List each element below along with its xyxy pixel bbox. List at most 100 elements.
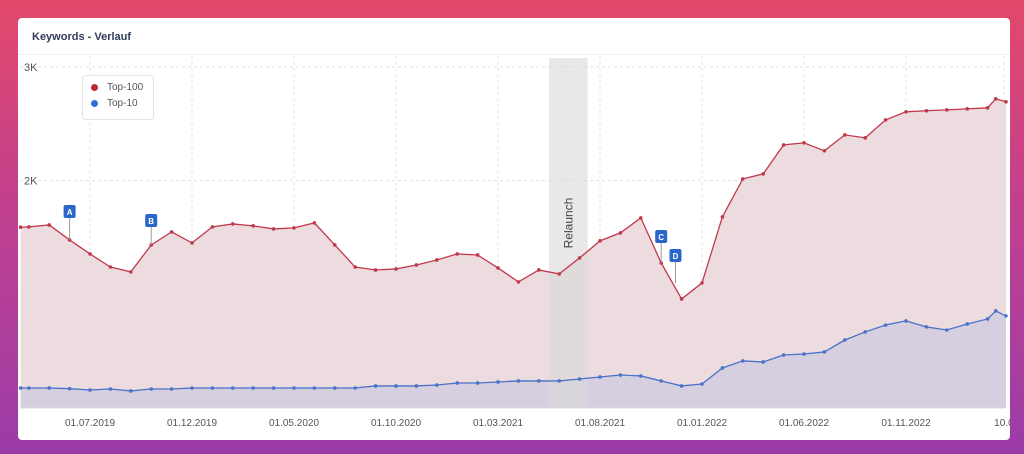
- data-point: [373, 384, 378, 388]
- annotation-flag-c: [655, 230, 668, 243]
- relaunch-band: [549, 58, 588, 408]
- data-point: [822, 350, 827, 354]
- data-point: [598, 375, 602, 379]
- data-point: [394, 267, 398, 271]
- data-point: [1004, 314, 1008, 318]
- data-point: [639, 216, 643, 220]
- data-point: [904, 110, 908, 114]
- data-point: [1004, 100, 1008, 104]
- annotation-flag-b: [145, 214, 158, 227]
- data-point: [802, 141, 806, 145]
- data-point: [843, 133, 847, 137]
- x-tick-label: 01.12.2019: [167, 418, 217, 429]
- annotation-label: B: [148, 217, 154, 226]
- data-point: [537, 379, 541, 383]
- data-point: [741, 177, 745, 181]
- data-point: [231, 386, 235, 390]
- data-point: [292, 386, 296, 390]
- data-point: [700, 382, 704, 386]
- data-point: [47, 223, 51, 227]
- legend-label: Top-100: [107, 81, 144, 93]
- data-point: [557, 272, 561, 276]
- chart-card: Keywords - Verlauf 10002K3K01.07.201901.…: [18, 18, 1010, 440]
- divider: [18, 54, 1010, 55]
- data-point: [822, 149, 827, 153]
- data-point: [781, 353, 786, 357]
- data-point: [904, 319, 908, 323]
- data-point: [210, 386, 215, 390]
- data-point: [720, 366, 725, 370]
- data-point: [435, 383, 439, 387]
- annotation-flag-d: [669, 249, 682, 262]
- data-point: [761, 360, 765, 364]
- data-point: [18, 225, 23, 230]
- data-point: [924, 108, 929, 113]
- series-area-top-100: [20, 98, 1006, 408]
- data-point: [516, 379, 521, 383]
- data-point: [475, 253, 480, 257]
- data-point: [190, 386, 194, 390]
- data-point: [618, 231, 623, 235]
- data-point: [720, 215, 725, 219]
- data-point: [993, 309, 998, 313]
- data-point: [210, 225, 215, 229]
- data-point: [455, 381, 460, 385]
- data-point: [945, 328, 949, 332]
- x-tick-label: 01.08.2021: [575, 418, 625, 429]
- data-point: [373, 268, 378, 272]
- y-tick-label: 3K: [24, 62, 38, 74]
- data-point: [618, 373, 623, 377]
- data-point: [965, 322, 969, 326]
- data-point: [27, 225, 31, 229]
- data-point: [312, 386, 317, 390]
- data-point: [231, 222, 235, 226]
- data-point: [843, 338, 847, 342]
- data-point: [251, 224, 255, 228]
- data-point: [414, 263, 419, 267]
- data-point: [18, 386, 23, 390]
- x-tick-label: 01.03.2021: [473, 418, 523, 429]
- data-point: [659, 379, 663, 383]
- data-point: [333, 386, 337, 390]
- legend-item-top100[interactable]: Top-100: [91, 79, 153, 95]
- x-tick-label: 01.06.2022: [779, 418, 829, 429]
- data-point: [639, 374, 643, 378]
- data-point: [353, 386, 358, 390]
- data-point: [27, 386, 31, 390]
- data-point: [679, 384, 684, 388]
- data-point: [129, 389, 133, 393]
- data-point: [414, 384, 419, 388]
- data-point: [190, 241, 194, 245]
- data-point: [292, 226, 296, 230]
- data-point: [557, 379, 561, 383]
- x-tick-label: 01.01.2022: [677, 418, 727, 429]
- x-tick-label: 01.05.2020: [269, 418, 319, 429]
- legend-item-top10[interactable]: Top-10: [91, 95, 153, 111]
- data-point: [802, 352, 806, 356]
- data-point: [271, 227, 276, 231]
- data-point: [700, 281, 704, 285]
- data-point: [965, 107, 969, 111]
- annotation-label: D: [673, 252, 679, 261]
- annotation-label: C: [658, 233, 664, 242]
- y-tick-label: 2K: [24, 176, 38, 188]
- legend: Top-100 Top-10: [82, 75, 154, 120]
- dot-icon: [91, 83, 98, 91]
- data-point: [741, 359, 745, 363]
- chart-title: Keywords - Verlauf: [32, 31, 132, 43]
- data-point: [271, 386, 276, 390]
- data-point: [312, 221, 317, 225]
- data-point: [108, 265, 113, 269]
- data-point: [149, 387, 153, 391]
- data-point: [598, 239, 602, 243]
- data-point: [353, 265, 358, 269]
- annotation-flag-a: [63, 205, 76, 218]
- data-point: [496, 266, 500, 270]
- data-point: [863, 136, 867, 140]
- x-tick-label: 01.07.2019: [65, 418, 115, 429]
- data-point: [333, 243, 337, 247]
- data-point: [781, 143, 786, 147]
- data-point: [88, 388, 92, 392]
- data-point: [883, 323, 888, 327]
- dot-icon: [91, 99, 98, 107]
